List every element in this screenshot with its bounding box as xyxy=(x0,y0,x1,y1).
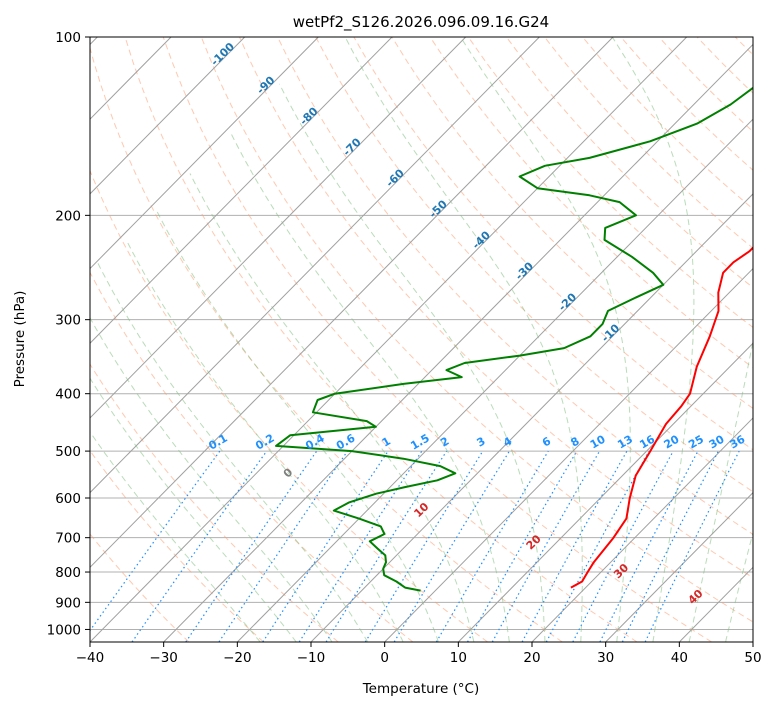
moist-adiabat-label: 30 xyxy=(611,561,631,581)
isotherm xyxy=(532,37,775,642)
y-tick-label: 400 xyxy=(55,387,81,403)
moist-adiabat-label: 20 xyxy=(524,532,544,552)
dry-adiabat xyxy=(163,37,712,642)
mixing-ratio-line xyxy=(573,451,673,642)
y-tick-label: 100 xyxy=(55,30,81,46)
moist-adiabat-label: 40 xyxy=(686,587,706,607)
x-axis-label: Temperature (°C) xyxy=(362,681,480,697)
isotherm-label: -30 xyxy=(513,259,537,282)
isotherm-label: -60 xyxy=(383,166,407,189)
mixing-ratio-label: 20 xyxy=(662,432,682,451)
mixing-ratio-label: 1 xyxy=(380,435,393,450)
x-tick-label: 0 xyxy=(380,650,389,666)
dry-adiabat xyxy=(11,37,413,642)
mixing-ratio-label: 30 xyxy=(707,432,727,451)
mixing-ratio-line xyxy=(600,451,698,642)
y-tick-label: 800 xyxy=(55,565,81,581)
dry-adiabat xyxy=(0,37,189,642)
x-tick-label: 40 xyxy=(671,650,688,666)
mixing-ratio-line xyxy=(365,451,483,642)
isotherm xyxy=(90,37,687,642)
dry-adiabat xyxy=(506,37,775,642)
y-tick-label: 300 xyxy=(55,313,81,329)
plot-frame xyxy=(90,37,753,642)
x-tick-label: 10 xyxy=(450,650,467,666)
isotherm xyxy=(0,37,245,642)
mixing-ratio-line xyxy=(394,451,509,642)
moist-adiabat xyxy=(726,37,775,642)
y-tick-label: 200 xyxy=(55,208,81,224)
isotherm xyxy=(458,37,775,642)
isotherm xyxy=(679,37,775,642)
y-tick-label: 1000 xyxy=(47,622,81,638)
moist-adiabat xyxy=(74,288,332,642)
isotherm xyxy=(0,37,392,642)
dewpoint-profile-line xyxy=(276,37,775,591)
mixing-ratio-line xyxy=(132,451,267,642)
mixing-ratio-label: 13 xyxy=(615,433,635,452)
temperature-profile-line xyxy=(571,37,775,588)
isotherm xyxy=(753,37,775,642)
x-tick-label: −10 xyxy=(297,650,326,666)
mixing-ratio-line xyxy=(326,451,447,642)
isotherm-label: -90 xyxy=(254,73,278,96)
mixing-ratio-label: 2 xyxy=(438,435,451,450)
x-tick-label: 50 xyxy=(744,650,761,666)
moist-adiabat xyxy=(689,37,775,642)
x-tick-label: 20 xyxy=(523,650,540,666)
moist-adiabat xyxy=(52,311,296,642)
dry-adiabat xyxy=(735,37,775,642)
mixing-ratio-label: 10 xyxy=(588,432,608,451)
dry-adiabat xyxy=(545,37,775,642)
moist-adiabat xyxy=(612,37,694,642)
y-tick-label: 900 xyxy=(55,595,81,611)
isotherm xyxy=(16,37,613,642)
mixing-ratio-label: 8 xyxy=(569,435,582,450)
x-tick-label: −30 xyxy=(149,650,178,666)
mixing-ratio-label: 25 xyxy=(686,433,706,452)
mixing-ratio-label: 16 xyxy=(637,432,657,451)
x-tick-label: −40 xyxy=(76,650,105,666)
isotherm-label: -20 xyxy=(556,290,580,313)
dry-adiabat xyxy=(49,37,488,642)
x-tick-label: 30 xyxy=(597,650,614,666)
isotherm-label: -100 xyxy=(208,40,237,69)
chart-title: wetPf2_S126.2026.096.09.16.G24 xyxy=(293,13,549,32)
mixing-ratio-line xyxy=(186,451,317,642)
moist-adiabat-label: 10 xyxy=(411,500,431,520)
isotherm xyxy=(0,37,539,642)
dry-adiabat xyxy=(278,37,775,642)
mixing-ratio-label: 1.5 xyxy=(408,432,431,453)
dry-adiabat xyxy=(0,37,264,642)
mixing-ratio-label: 6 xyxy=(540,434,553,449)
dry-adiabat xyxy=(0,37,338,642)
y-tick-label: 700 xyxy=(55,531,81,547)
mixing-ratio-line xyxy=(492,451,599,642)
moist-adiabat-label: 0 xyxy=(281,466,296,481)
dry-adiabat xyxy=(659,37,775,642)
dry-adiabat xyxy=(621,37,775,642)
mixing-ratio-line xyxy=(299,451,422,642)
isotherm-label: -50 xyxy=(427,197,451,220)
moist-adiabat xyxy=(156,209,439,642)
y-tick-label: 500 xyxy=(55,444,81,460)
y-axis-label: Pressure (hPa) xyxy=(12,291,28,388)
isotherm xyxy=(606,37,775,642)
mixing-ratio-line xyxy=(219,451,348,642)
isotherm xyxy=(164,37,761,642)
y-tick-label: 600 xyxy=(55,491,81,507)
x-tick-label: −20 xyxy=(223,650,252,666)
mixing-ratio-label: 3 xyxy=(475,435,488,450)
mixing-ratio-label: 36 xyxy=(728,432,748,451)
isotherm xyxy=(237,37,775,642)
isotherm-label: -70 xyxy=(340,135,364,158)
isotherm xyxy=(0,37,318,642)
